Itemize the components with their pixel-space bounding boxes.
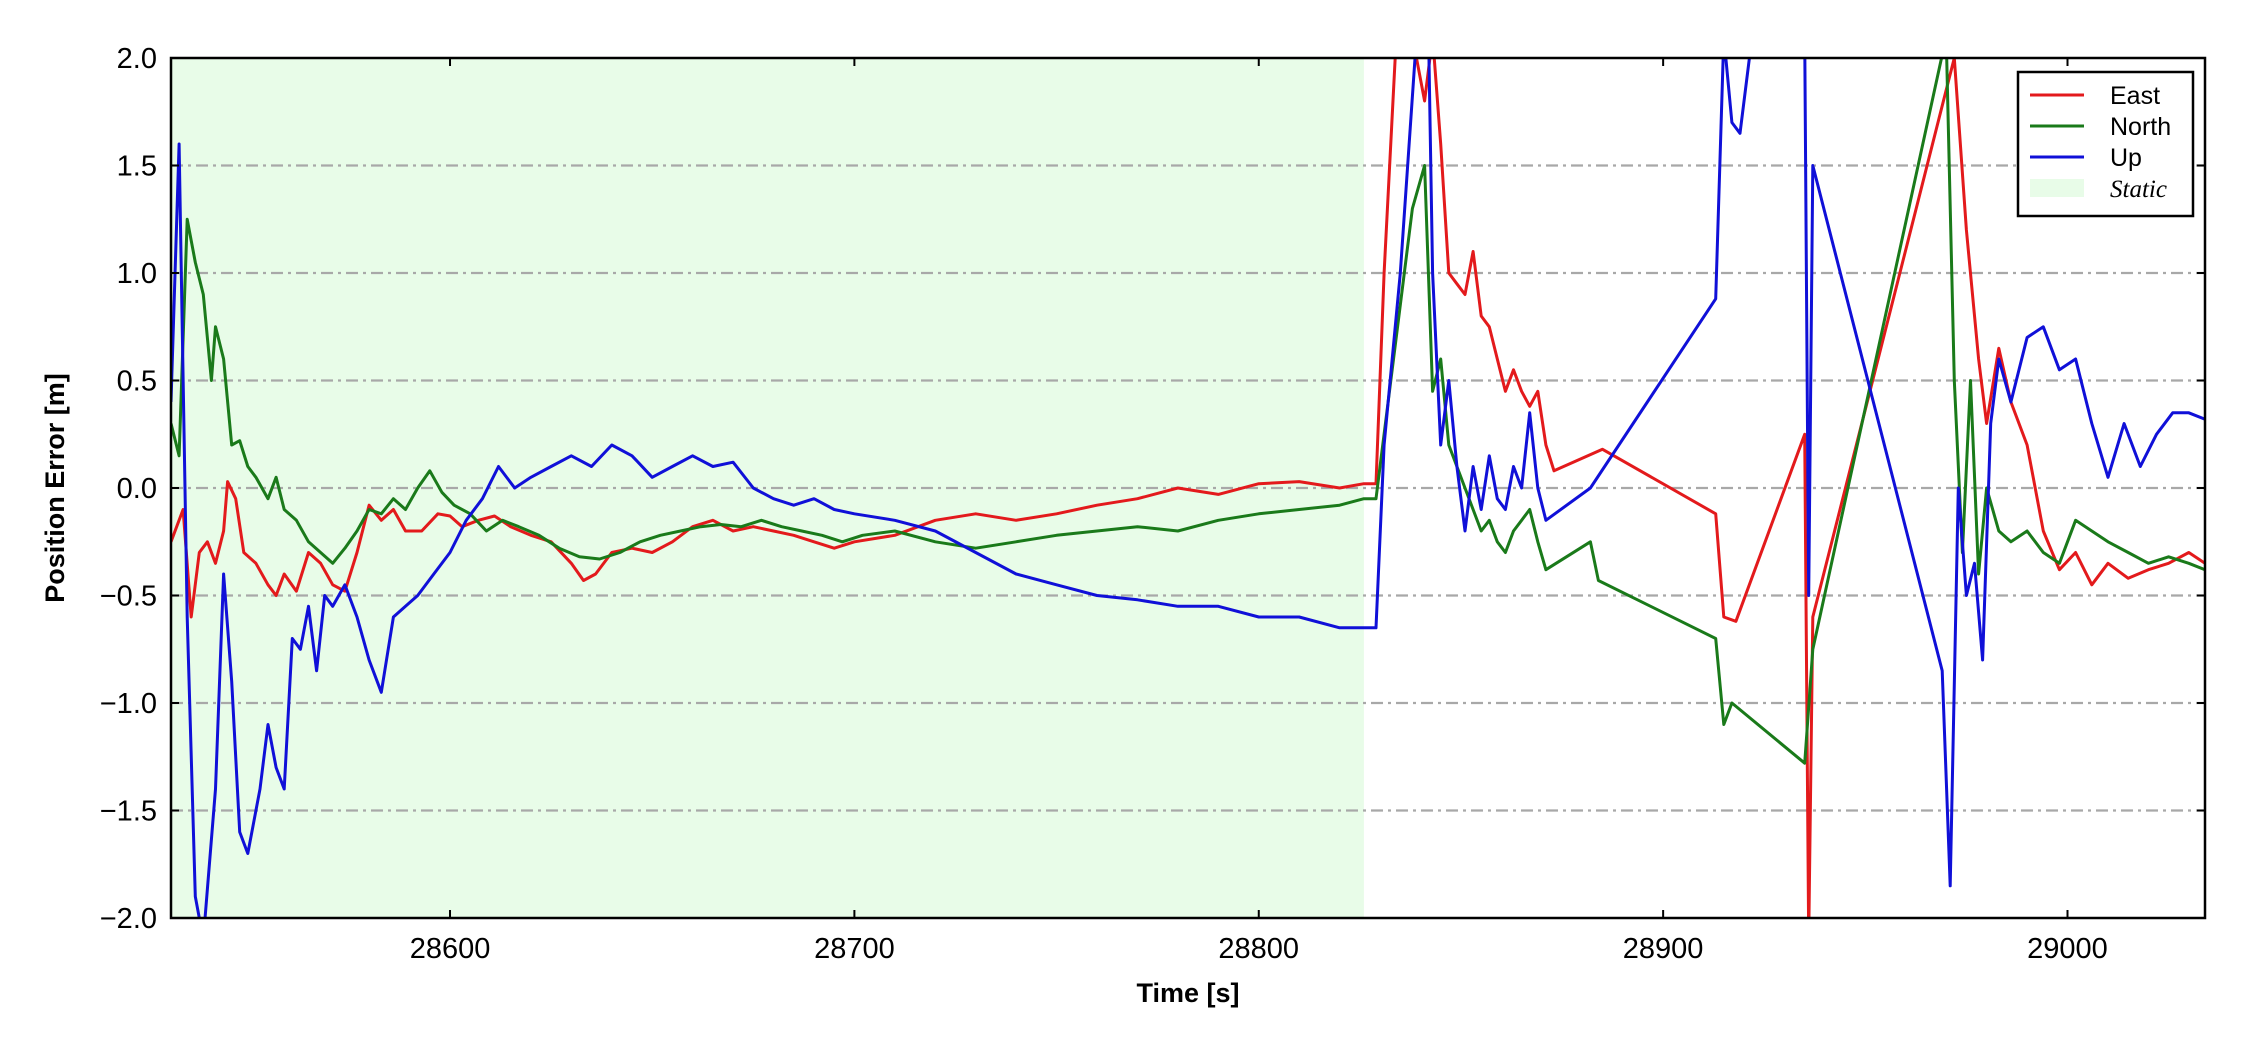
y-tick-label: −1.0 xyxy=(100,688,157,720)
legend-label-static: Static xyxy=(2110,176,2167,203)
legend: East North Up Static xyxy=(2016,70,2195,218)
y-tick-label: −2.0 xyxy=(100,903,157,935)
x-axis-label: Time [s] xyxy=(1136,978,1239,1008)
y-tick-label: 1.5 xyxy=(117,151,157,183)
x-tick-label: 28600 xyxy=(410,933,491,965)
grid-lines xyxy=(171,164,2205,812)
y-tick-label: 0.5 xyxy=(117,366,157,398)
y-axis: 2.0 1.5 1.0 0.5 0.0 −0.5 −1.0 −1.5 −2.0 xyxy=(100,43,2205,935)
legend-label-up: Up xyxy=(2110,144,2142,172)
series-line-up xyxy=(171,58,2205,918)
y-tick-label: 2.0 xyxy=(117,43,157,75)
series-layer xyxy=(171,58,2205,918)
series-line-north xyxy=(171,58,2205,765)
x-tick-label: 28900 xyxy=(1623,933,1704,965)
y-axis-label: Position Error [m] xyxy=(40,373,70,603)
x-tick-label: 29000 xyxy=(2027,933,2108,965)
legend-label-north: North xyxy=(2110,113,2171,141)
y-tick-label: −1.5 xyxy=(100,796,157,828)
x-axis: 28600 28700 28800 28900 29000 xyxy=(410,58,2108,965)
legend-swatch-static xyxy=(2030,179,2084,197)
x-tick-label: 28800 xyxy=(1218,933,1299,965)
x-tick-label: 28700 xyxy=(814,933,895,965)
y-tick-label: −0.5 xyxy=(100,581,157,613)
legend-label-east: East xyxy=(2110,82,2160,110)
y-tick-label: 1.0 xyxy=(117,258,157,290)
y-tick-label: 0.0 xyxy=(117,473,157,505)
